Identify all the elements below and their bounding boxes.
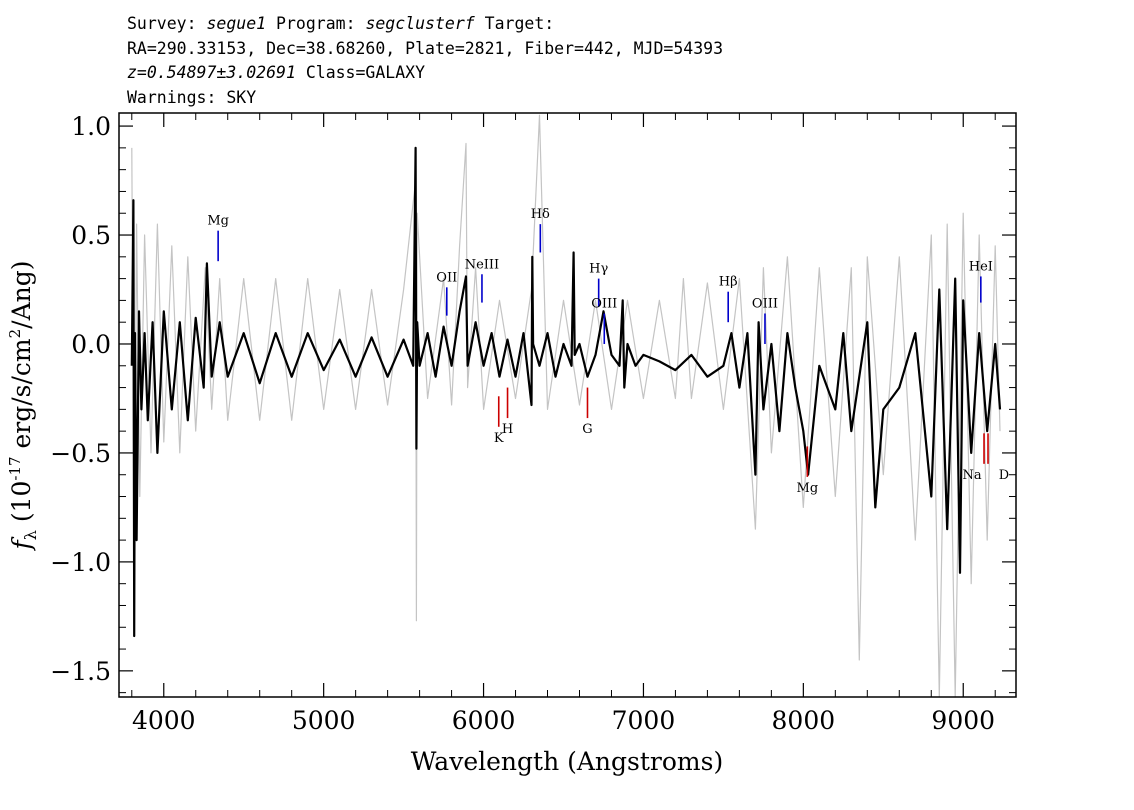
program-value: segclusterf bbox=[365, 14, 475, 33]
x-tick-label: 7000 bbox=[612, 706, 676, 735]
y-axis-label-units-3: /Ang) bbox=[7, 260, 36, 328]
spectral-line-label: D bbox=[999, 468, 1009, 483]
y-axis-label-symbol: f bbox=[7, 537, 36, 552]
flux-series-group bbox=[130, 146, 1002, 638]
spectral-line-label: G bbox=[582, 422, 592, 437]
x-axis-label: Wavelength (Angstroms) bbox=[411, 747, 723, 776]
y-axis-label: fλ (10-17 erg/s/cm2/Ang) bbox=[6, 260, 40, 551]
redshift-value: z=0.54897±3.02691 bbox=[127, 63, 296, 82]
spectral-line-label: Mg bbox=[797, 481, 819, 496]
y-tick-label: 0.0 bbox=[71, 330, 111, 359]
spectral-line-label: OIII bbox=[752, 296, 778, 311]
error-series-line bbox=[131, 114, 1001, 698]
survey-value: segue1 bbox=[206, 14, 267, 33]
survey-label: Survey: bbox=[127, 14, 207, 33]
program-label: Program: bbox=[266, 14, 366, 33]
spectral-line-label: H bbox=[502, 422, 513, 437]
spectral-line-label: HeI bbox=[969, 259, 993, 274]
x-tick-label: 4000 bbox=[132, 706, 196, 735]
spectral-line-label: K bbox=[494, 431, 504, 446]
spectral-line-label: Mg bbox=[207, 214, 229, 229]
spectrum-header: Survey: segue1 Program: segclusterf Targ… bbox=[127, 12, 723, 110]
flux-series-line bbox=[130, 146, 1002, 638]
spectral-line-label: Na bbox=[962, 468, 981, 483]
y-tick-label: −0.5 bbox=[50, 439, 111, 468]
spectral-line-label: OIII bbox=[591, 296, 617, 311]
x-tick-label: 6000 bbox=[452, 706, 516, 735]
y-tick-label: 1.0 bbox=[71, 112, 111, 141]
y-axis-label-units-2: erg/s/cm bbox=[7, 338, 36, 456]
x-tick-label: 8000 bbox=[772, 706, 836, 735]
header-line-warnings: Warnings: SKY bbox=[127, 87, 257, 107]
x-tick-label: 9000 bbox=[931, 706, 995, 735]
y-axis-label-exponent: -17 bbox=[6, 456, 24, 480]
plot-frame bbox=[118, 112, 1017, 698]
spectral-lines-group: Mg OII NeIII Hδ Hγ OIII Hβ OIII HeI KH G Mg Na D bbox=[207, 207, 1009, 496]
target-label: Target: bbox=[474, 14, 555, 33]
y-axis-label-units: (10 bbox=[7, 481, 36, 531]
spectral-line-label: NeIII bbox=[465, 257, 499, 272]
header-line-redshift: z=0.54897±3.02691 Class=GALAXY bbox=[127, 61, 723, 86]
y-tick-label: −1.0 bbox=[50, 548, 111, 577]
spectral-line-label: Hγ bbox=[589, 262, 608, 277]
error-series-group bbox=[131, 114, 1001, 698]
spectral-line-label: Hβ bbox=[719, 275, 738, 290]
spectral-line-label: OII bbox=[436, 270, 457, 285]
spectral-line-label: Hδ bbox=[531, 207, 550, 222]
header-line-survey: Survey: segue1 Program: segclusterf Targ… bbox=[127, 12, 723, 37]
y-axis-label-exponent-2: 2 bbox=[6, 329, 24, 339]
axis-ticks-group: 4000 5000 6000 7000 8000 9000 −1.5 −1.0 −0.5 0.0 0… bbox=[50, 112, 1016, 735]
class-value: Class=GALAXY bbox=[295, 63, 426, 82]
header-line-coordinates: RA=290.33153, Dec=38.68260, Plate=2821, … bbox=[127, 38, 724, 58]
y-tick-label: −1.5 bbox=[50, 657, 111, 686]
y-tick-label: 0.5 bbox=[71, 221, 111, 250]
plot-area: Mg OII NeIII Hδ Hγ OIII Hβ OIII HeI KH G Mg Na D bbox=[130, 114, 1009, 698]
x-tick-label: 5000 bbox=[292, 706, 356, 735]
y-axis-label-subscript: λ bbox=[21, 530, 40, 540]
